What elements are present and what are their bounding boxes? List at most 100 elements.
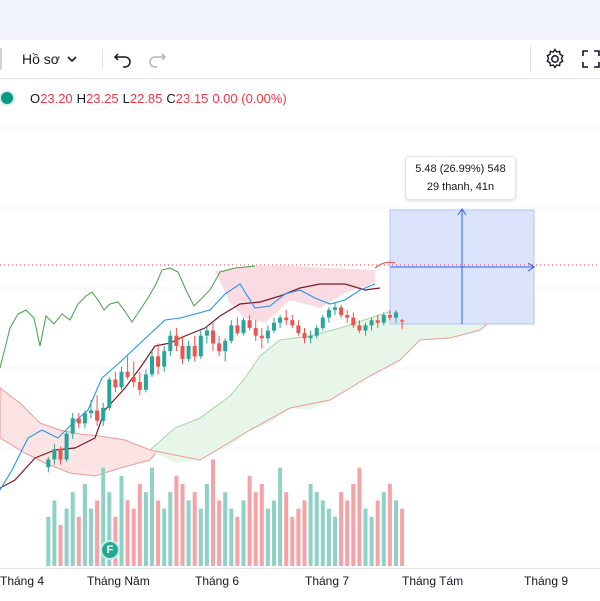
candle-body: [272, 322, 276, 331]
volume-bar: [76, 516, 81, 566]
volume-bar: [186, 500, 191, 566]
volume-bar: [241, 500, 246, 566]
candle-body: [278, 317, 283, 323]
candle-body: [387, 315, 392, 318]
candle-body: [229, 325, 234, 341]
candle-body: [259, 335, 264, 339]
volume-bar: [150, 467, 154, 566]
top-strip: [0, 0, 600, 41]
ichimoku-cloud-bullish: [150, 292, 505, 463]
candle-body: [290, 320, 295, 326]
forecast-curve: [374, 261, 396, 269]
candle-body: [247, 320, 252, 328]
candle-body: [58, 449, 63, 460]
candle-body: [369, 320, 374, 326]
candle-body: [186, 346, 191, 359]
volume-bar: [345, 500, 350, 566]
toolbar-separator: [102, 49, 103, 69]
volume-bar: [387, 484, 392, 566]
candle-body: [284, 317, 289, 321]
price-chart[interactable]: [0, 78, 600, 568]
volume-bar: [363, 508, 368, 566]
candle-body: [150, 356, 154, 375]
gear-icon[interactable]: [543, 47, 567, 71]
candle-body: [296, 325, 301, 334]
volume-bar: [290, 516, 295, 566]
fullscreen-icon[interactable]: [580, 48, 600, 70]
volume-bar: [198, 508, 203, 566]
ohlc-legend: O 23.20 H 23.25 L 22.85 C 23.15 0.00 (0.…: [0, 88, 291, 108]
volume-bar: [101, 467, 106, 566]
volume-bar: [314, 492, 319, 566]
volume-bar: [235, 516, 240, 566]
volume-bar: [320, 500, 325, 566]
candle-body: [394, 312, 398, 318]
volume-bar: [211, 459, 215, 566]
tenkan-sen: [0, 283, 376, 491]
candle-body: [52, 449, 57, 460]
measure-arrow-up: [457, 208, 467, 216]
toolbar-divider: [0, 48, 2, 70]
volume-bar: [131, 508, 136, 566]
event-badge[interactable]: F: [102, 542, 118, 558]
profile-menu-button[interactable]: Hồ sơ: [22, 48, 78, 70]
volume-bar: [375, 500, 380, 566]
candle-body: [204, 330, 209, 336]
high-value: 23.25: [86, 90, 119, 106]
volume-bar: [229, 508, 234, 566]
candle-body: [363, 325, 368, 331]
time-axis[interactable]: Tháng 4 Tháng Năm Tháng 6 Tháng 7 Tháng …: [0, 568, 600, 601]
candle-body: [211, 330, 215, 344]
candle-body: [174, 335, 179, 346]
market-status-icon: [1, 92, 13, 104]
volume-bar: [204, 484, 209, 566]
volume-bar: [174, 475, 179, 566]
volume-bar: [223, 492, 228, 566]
ichimoku-cloud-bearish: [0, 387, 162, 477]
candle-body: [198, 335, 203, 357]
candle-body: [333, 307, 337, 310]
candle-body: [113, 379, 118, 388]
volume-bar: [339, 492, 344, 566]
candle-body: [320, 317, 325, 328]
candle-body: [253, 327, 258, 336]
candle-body: [400, 320, 405, 322]
open-key: O: [30, 90, 41, 106]
volume-bar: [351, 484, 356, 566]
volume-bar: [143, 492, 148, 566]
candle-body: [156, 356, 161, 367]
candle-body: [235, 325, 240, 334]
candle-body: [137, 382, 142, 390]
volume-bar: [89, 508, 93, 566]
redo-icon[interactable]: [146, 48, 168, 70]
candle-body: [162, 351, 167, 367]
chevron-down-icon: [67, 56, 77, 63]
open-value: 23.20: [40, 90, 73, 106]
volume-bar: [296, 508, 301, 566]
volume-bar: [400, 508, 405, 566]
high-key: H: [76, 90, 87, 106]
candle-body: [326, 309, 331, 318]
change-value: 0.00 (0.00%): [212, 90, 287, 106]
x-tick-label: Tháng Năm: [87, 574, 150, 588]
candle-body: [357, 325, 362, 331]
undo-icon[interactable]: [112, 48, 134, 70]
volume-bar: [168, 492, 173, 566]
volume-bar: [180, 484, 185, 566]
volume-bar: [70, 492, 75, 566]
candle-body: [314, 327, 319, 336]
toolbar-separator: [530, 46, 531, 72]
candle-body: [180, 346, 185, 359]
candle-body: [125, 371, 130, 377]
close-value: 23.15: [175, 90, 209, 106]
candle-body: [131, 376, 136, 383]
volume-bar: [381, 492, 386, 566]
senkou-span-b: [149, 309, 506, 461]
candle-body: [119, 371, 124, 388]
candle-body: [89, 410, 93, 414]
volume-bar: [46, 516, 51, 566]
candle-body: [345, 315, 350, 318]
volume-bar: [247, 475, 252, 566]
candle-body: [168, 335, 173, 352]
volume-bar: [394, 500, 398, 566]
